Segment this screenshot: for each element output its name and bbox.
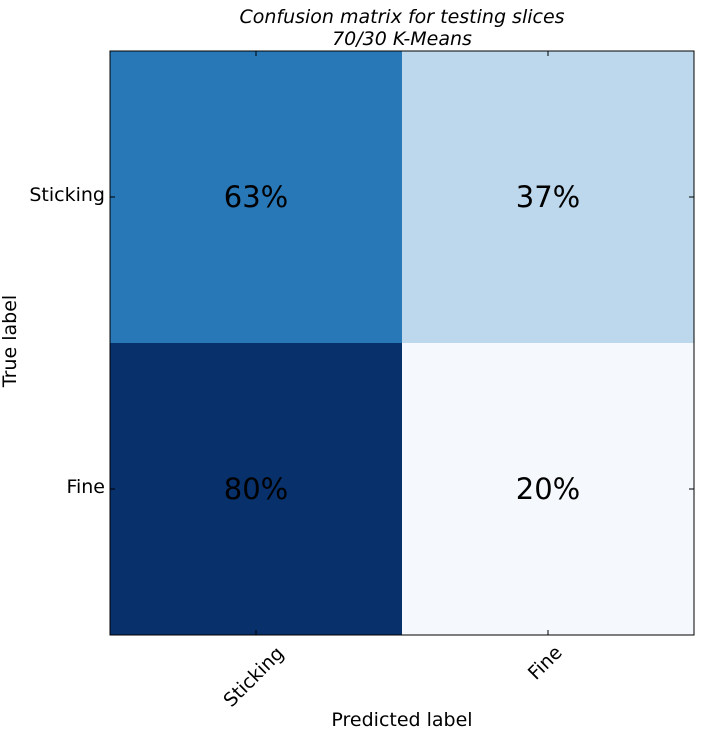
cell-value-label-0-1: 37% <box>516 180 580 214</box>
cell-1-0 <box>110 343 402 635</box>
y-axis-label: True label <box>0 294 21 388</box>
cell-value-label-0-0: 63% <box>224 180 288 214</box>
cell-1-1 <box>402 343 694 635</box>
cell-value-label-1-0: 80% <box>224 472 288 506</box>
y-tick-label-sticking: Sticking <box>29 184 105 206</box>
chart-title-line-1: Confusion matrix for testing slices <box>239 6 565 28</box>
cell-value-label-1-1: 20% <box>516 472 580 506</box>
plot-frame <box>109 50 695 636</box>
x-axis-label: Predicted label <box>331 709 473 731</box>
cell-0-1 <box>402 51 694 343</box>
cell-0-0 <box>110 51 402 343</box>
y-tick-label-fine: Fine <box>66 476 105 498</box>
chart-title-line-2: 70/30 K-Means <box>332 28 472 50</box>
